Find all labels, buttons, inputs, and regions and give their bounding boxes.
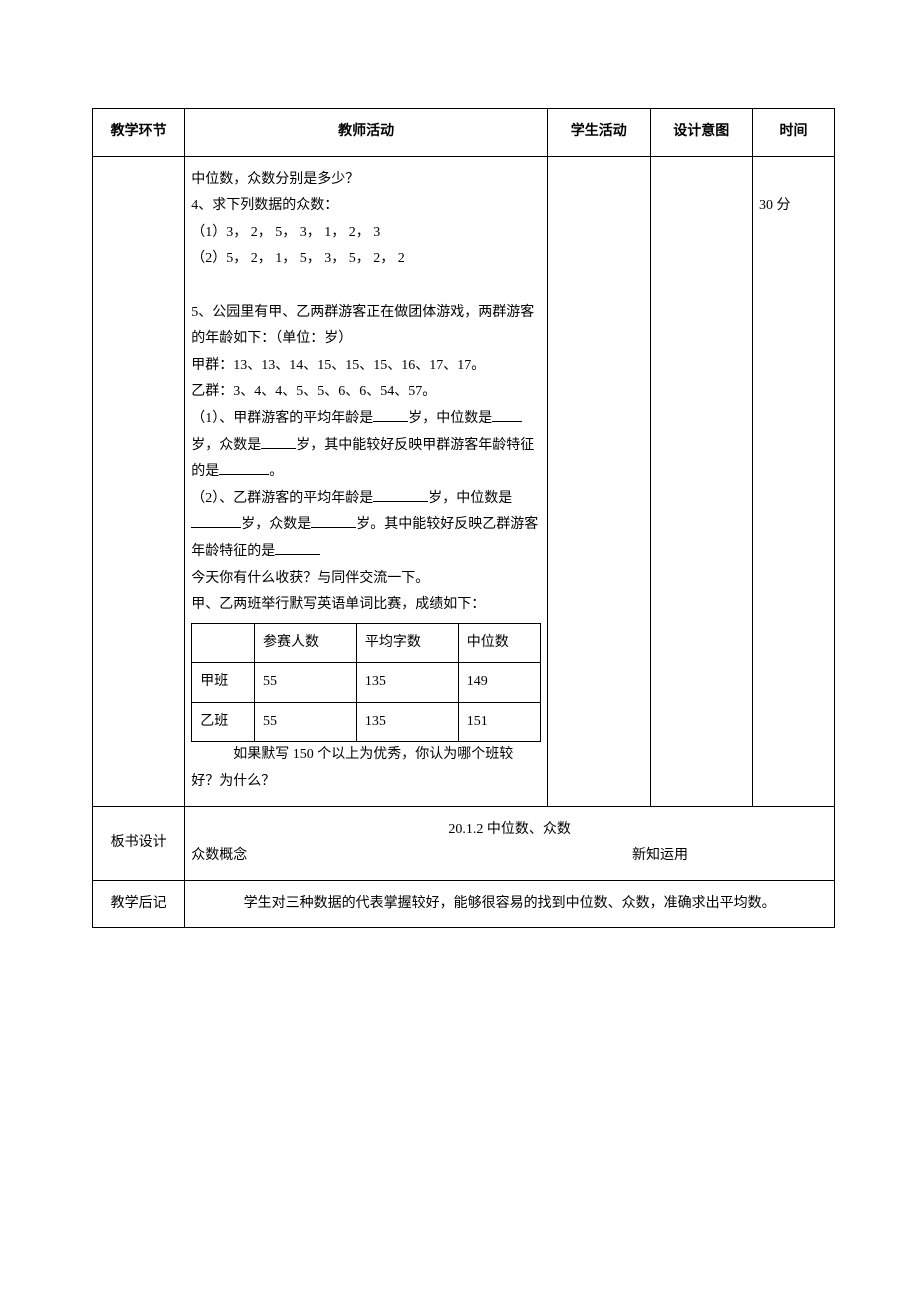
board-design-right: 新知运用 <box>632 843 828 870</box>
blank <box>373 407 408 422</box>
contest-h3: 中位数 <box>458 623 540 663</box>
board-design-content: 20.1.2 中位数、众数 众数概念 新知运用 <box>185 806 835 880</box>
student-activity-cell <box>548 156 650 806</box>
q5s1-e: 。 <box>269 464 283 479</box>
q5-jia: 甲群：13、13、14、15、15、15、16、17、17。 <box>191 353 541 380</box>
contest-row-jia: 甲班 55 135 149 <box>192 663 541 703</box>
contest-intro: 甲、乙两班举行默写英语单词比赛，成绩如下： <box>191 592 541 619</box>
time-value: 30 分 <box>759 193 828 220</box>
cell: 甲班 <box>192 663 255 703</box>
header-time: 时间 <box>753 109 835 157</box>
header-student: 学生活动 <box>548 109 650 157</box>
header-row: 教学环节 教师活动 学生活动 设计意图 时间 <box>93 109 835 157</box>
board-design-left: 众数概念 <box>191 843 247 870</box>
contest-row-yi: 乙班 55 135 151 <box>192 702 541 742</box>
teacher-activity-cell: 中位数，众数分别是多少？ 4、求下列数据的众数： （1）3， 2， 5， 3， … <box>185 156 548 806</box>
q4-title: 4、求下列数据的众数： <box>191 193 541 220</box>
q5s2-a: （2）、乙群游客的平均年龄是 <box>191 491 373 506</box>
header-intent: 设计意图 <box>650 109 752 157</box>
header-stage: 教学环节 <box>93 109 185 157</box>
cell: 135 <box>356 702 458 742</box>
q5s1-a: （1）、甲群游客的平均年龄是 <box>191 411 373 426</box>
header-teacher: 教师活动 <box>185 109 548 157</box>
blank <box>373 487 428 502</box>
lesson-plan-table: 教学环节 教师活动 学生活动 设计意图 时间 中位数，众数分别是多少？ 4、求下… <box>92 108 835 928</box>
contest-h2: 平均字数 <box>356 623 458 663</box>
today-line: 今天你有什么收获？与同伴交流一下。 <box>191 566 541 593</box>
q5s1-c: 岁，众数是 <box>191 438 261 453</box>
cell: 135 <box>356 663 458 703</box>
q5-sub1: （1）、甲群游客的平均年龄是岁，中位数是岁，众数是岁，其中能较好反映甲群游客年龄… <box>191 406 541 486</box>
intro-line: 中位数，众数分别是多少？ <box>191 167 541 194</box>
board-design-title: 20.1.2 中位数、众数 <box>191 817 828 844</box>
q5s2-b: 岁，中位数是 <box>428 491 512 506</box>
q4-line2: （2）5， 2， 1， 5， 3， 5， 2， 2 <box>191 246 541 273</box>
content-row: 中位数，众数分别是多少？ 4、求下列数据的众数： （1）3， 2， 5， 3， … <box>93 156 835 806</box>
cell: 149 <box>458 663 540 703</box>
q5-yi: 乙群：3、4、4、5、5、6、6、54、57。 <box>191 379 541 406</box>
postscript-content: 学生对三种数据的代表掌握较好，能够很容易的找到中位数、众数，准确求出平均数。 <box>185 880 835 928</box>
contest-q: 如果默写 150 个以上为优秀，你认为哪个班较好？为什么？ <box>191 742 541 795</box>
postscript-label: 教学后记 <box>93 880 185 928</box>
contest-h0 <box>192 623 255 663</box>
q4-line1: （1）3， 2， 5， 3， 1， 2， 3 <box>191 220 541 247</box>
board-design-row: 板书设计 20.1.2 中位数、众数 众数概念 新知运用 <box>93 806 835 880</box>
design-intent-cell <box>650 156 752 806</box>
contest-table: 参赛人数 平均字数 中位数 甲班 55 135 149 乙班 55 135 15… <box>191 623 541 743</box>
q5s1-b: 岁，中位数是 <box>408 411 492 426</box>
q5-sub2: （2）、乙群游客的平均年龄是岁，中位数是岁，众数是岁。其中能较好反映乙群游客年龄… <box>191 486 541 566</box>
time-cell: 30 分 <box>753 156 835 806</box>
blank <box>311 513 356 528</box>
blank <box>191 513 241 528</box>
cell: 55 <box>255 663 357 703</box>
cell: 151 <box>458 702 540 742</box>
cell: 55 <box>255 702 357 742</box>
contest-h1: 参赛人数 <box>255 623 357 663</box>
cell: 乙班 <box>192 702 255 742</box>
postscript-row: 教学后记 学生对三种数据的代表掌握较好，能够很容易的找到中位数、众数，准确求出平… <box>93 880 835 928</box>
q5s2-c: 岁，众数是 <box>241 517 311 532</box>
q5-p1: 5、公园里有甲、乙两群游客正在做团体游戏，两群游客的年龄如下：（单位：岁） <box>191 300 541 353</box>
blank <box>275 540 320 555</box>
contest-header-row: 参赛人数 平均字数 中位数 <box>192 623 541 663</box>
stage-cell <box>93 156 185 806</box>
blank <box>492 407 522 422</box>
board-design-label: 板书设计 <box>93 806 185 880</box>
blank <box>261 434 296 449</box>
blank <box>219 460 269 475</box>
